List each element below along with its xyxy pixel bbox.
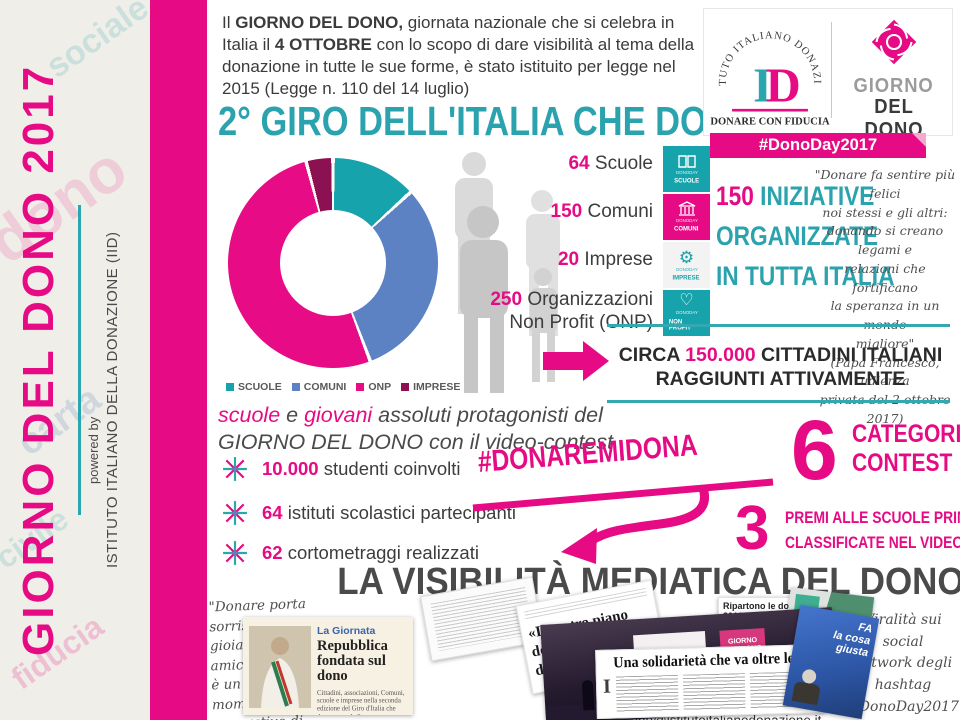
- legend-swatch: [291, 383, 300, 391]
- news-body: Cittadini, associazioni, Comuni, scuole …: [317, 688, 405, 715]
- papa-francesco-quote: "Donare fa sentire più felici noi stessi…: [814, 167, 956, 426]
- news-photo: [249, 626, 311, 708]
- stat-onp: 250 Organizzazioni Non Profit (ONP): [490, 289, 653, 333]
- legend-item-onp: ONP: [356, 381, 391, 393]
- asterisk-icon: [223, 501, 247, 525]
- news-clipping-la-giornata: La Giornata Repubblica fondata sul dono …: [243, 617, 413, 715]
- legend-item-imprese: IMPRESE: [401, 381, 460, 393]
- premi-label: PREMI ALLE SCUOLE PRIME CLASSIFICATE NEL…: [785, 509, 960, 552]
- logo-box: ISTITUTO ITALIANO DONAZIONE I D DONARE C…: [703, 8, 953, 136]
- poster-title-vertical: GIORNO DEL DONO 2017: [14, 63, 63, 657]
- logo-divider: [831, 22, 832, 118]
- stat-scuole: 64 Scuole: [568, 153, 653, 174]
- iid-letter-i: I: [753, 60, 772, 113]
- giorno-del-dono-logo: GIORNO DEL DONO: [840, 14, 948, 142]
- bank-icon: [678, 201, 695, 216]
- news-headline: Repubblica fondata sul dono: [317, 638, 388, 685]
- stat-comuni: 150 Comuni: [550, 201, 653, 222]
- arrow-right-icon: [543, 341, 609, 381]
- legend-item-scuole: SCUOLE: [226, 381, 282, 393]
- badge-comuni: DONODAY COMUNI: [663, 194, 710, 240]
- hashtag-underline-arrow-icon: [472, 478, 774, 564]
- legend-swatch: [401, 383, 410, 391]
- person-icon: [460, 206, 508, 393]
- badge-scuole: DONODAY SCUOLE: [663, 146, 710, 192]
- left-watermark-strip: sociale dono carta civile fiducia: [0, 0, 150, 720]
- intro-paragraph: Il GIORNO DEL DONO, giornata nazionale c…: [222, 13, 695, 98]
- iniziative-block: 150 INIZIATIVE ORGANIZZATE IN TUTTA ITAL…: [716, 181, 895, 291]
- tv-blue-title: FA la cosa giusta: [832, 621, 874, 660]
- news-kicker: La Giornata: [317, 625, 376, 637]
- heart-icon: ♡: [679, 292, 694, 309]
- legend-item-comuni: COMUNI: [291, 381, 346, 393]
- divider-line-top: [607, 324, 950, 327]
- legend-swatch: [356, 383, 365, 391]
- tv-person-body: [791, 681, 821, 706]
- badge-imprese: ⚙ DONODAY IMPRESE: [663, 242, 710, 288]
- book-icon: [677, 154, 696, 168]
- drop-cap: I: [602, 675, 612, 698]
- donoday-badges: DONODAY SCUOLE DONODAY COMUNI ⚙ DONODAY IMP…: [663, 146, 710, 338]
- bullet-cortometraggi: 62 cortometraggi realizzati: [222, 540, 479, 566]
- stat-imprese: 20 Imprese: [557, 249, 653, 270]
- bullet-studenti: 10.000 studenti coinvolti: [222, 456, 461, 482]
- gdd-diamond-icon: [871, 19, 917, 65]
- iid-letter-d: D: [766, 60, 801, 113]
- pink-accent-bar: [150, 0, 207, 720]
- asterisk-icon: [223, 541, 247, 565]
- people-silhouettes: [455, 152, 560, 393]
- gears-icon: ⚙: [678, 247, 695, 267]
- badge-nonprofit: ♡ DONODAY NON PROFIT: [663, 290, 710, 336]
- donut-chart: [228, 158, 438, 368]
- organization-name-vertical: ISTITUTO ITALIANO DELLA DONAZIONE (IID): [104, 231, 121, 569]
- gdd-word-giorno: GIORNO: [853, 75, 935, 97]
- bullet-istituti: 64 istituti scolastici partecipanti: [222, 500, 516, 526]
- reach-statement: CIRCA 150.000 CITTADINI ITALIANI RAGGIUN…: [618, 344, 943, 390]
- sidebar-divider-line: [78, 205, 81, 515]
- protagonisti-text: scuole e giovani assoluti protagonisti d…: [218, 403, 614, 454]
- powered-by-label: powered by: [86, 416, 101, 484]
- iid-tagline: DONARE CON FIDUCIA: [710, 117, 830, 128]
- divider-line-bottom: [607, 400, 950, 403]
- legend-swatch: [226, 383, 234, 391]
- chart-legend: SCUOLE COMUNI ONP IMPRESE: [226, 381, 460, 393]
- section-title-giro: 2° GIRO DELL'ITALIA CHE DONA: [218, 98, 757, 144]
- iid-logo: ISTITUTO ITALIANO DONAZIONE I D DONARE C…: [710, 13, 830, 128]
- asterisk-icon: [223, 457, 247, 481]
- contest-categorie-label: CATEGORIE CONTEST: [852, 420, 960, 477]
- donoday-ribbon: #DonoDay2017: [710, 133, 926, 158]
- contest-number-6: 6: [791, 403, 838, 497]
- premi-number-3: 3: [735, 494, 770, 563]
- social-virality-note: Viralità sui social network degli hashta…: [847, 612, 959, 715]
- stage-person-silhouette: [581, 679, 595, 711]
